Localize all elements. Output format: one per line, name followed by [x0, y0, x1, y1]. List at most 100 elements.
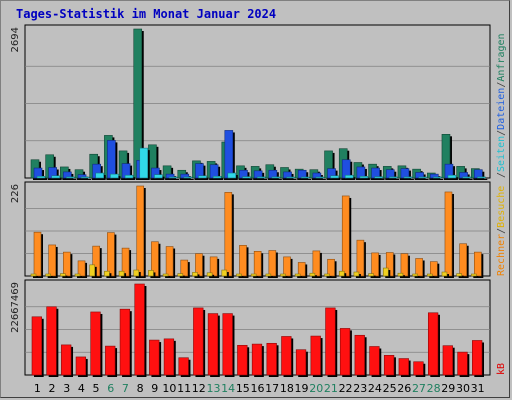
legend-entry: / — [496, 130, 507, 136]
bar-seiten-18 — [286, 176, 297, 180]
bar-seiten-27 — [418, 176, 429, 180]
bar-rechner-16 — [253, 251, 264, 278]
chart-title: Tages-Statistik im Monat Januar 2024 — [16, 7, 277, 21]
bar-kb-29 — [442, 345, 455, 377]
x-tick-label: 10 — [162, 382, 176, 395]
bar-seiten-30 — [462, 176, 473, 180]
bar-kb-30 — [457, 351, 470, 377]
bar-seiten-31 — [477, 176, 488, 180]
x-tick-label: 2 — [49, 382, 56, 395]
bar-rechner-29 — [444, 191, 454, 278]
bar-besuche-27 — [412, 273, 420, 278]
ymax-label-bottom: 22667469 — [10, 282, 21, 333]
legend-entry: / — [496, 82, 507, 88]
bar-besuche-16 — [250, 273, 259, 278]
bar-rechner-19 — [297, 262, 308, 278]
bar-seiten-17 — [271, 176, 282, 180]
bar-seiten-6 — [110, 173, 121, 180]
bar-seiten-21 — [330, 175, 341, 180]
bar-rechner-8 — [136, 185, 146, 278]
bar-rechner-18 — [283, 256, 293, 278]
x-tick-label: 26 — [397, 382, 411, 395]
bar-kb-23 — [354, 334, 367, 377]
x-tick-label: 22 — [339, 382, 353, 395]
x-tick-label: 1 — [34, 382, 41, 395]
x-tick-label: 4 — [78, 382, 85, 395]
bar-besuche-6 — [104, 270, 112, 278]
bar-rechner-1 — [33, 231, 43, 278]
legend-entry: / — [496, 172, 507, 178]
bar-besuche-28 — [426, 273, 435, 278]
bar-besuche-14 — [221, 269, 229, 278]
x-tick-label: 30 — [456, 382, 470, 395]
x-tick-label: 18 — [280, 382, 294, 395]
legend-entry: Anfragen — [496, 33, 507, 81]
bar-kb-4 — [75, 356, 88, 377]
x-tick-label: 11 — [177, 382, 191, 395]
x-tick-label: 3 — [63, 382, 70, 395]
x-tick-label: 9 — [151, 382, 158, 395]
bar-besuche-31 — [471, 273, 479, 278]
bar-kb-1 — [31, 316, 44, 377]
bar-besuche-3 — [60, 273, 68, 278]
x-tick-label: 20 — [309, 382, 323, 395]
bar-kb-28 — [427, 312, 440, 377]
bar-seiten-7 — [124, 174, 136, 180]
bar-seiten-23 — [359, 176, 370, 180]
x-tick-label: 16 — [251, 382, 265, 395]
bar-rechner-27 — [415, 258, 425, 278]
bar-seiten-13 — [212, 176, 224, 180]
bar-seiten-25 — [388, 176, 400, 180]
x-tick-label: 29 — [441, 382, 455, 395]
bar-kb-15 — [237, 344, 250, 377]
bar-rechner-28 — [429, 261, 440, 278]
bar-rechner-21 — [327, 258, 337, 278]
bar-rechner-14 — [224, 192, 234, 278]
bar-besuche-8 — [133, 269, 141, 278]
bar-besuche-4 — [74, 273, 83, 278]
bar-seiten-28 — [432, 176, 444, 180]
bar-kb-18 — [281, 336, 294, 377]
bar-besuche-7 — [118, 270, 127, 278]
bar-kb-24 — [369, 346, 382, 377]
x-tick-label: 17 — [265, 382, 279, 395]
bar-kb-25 — [383, 355, 396, 377]
bar-rechner-15 — [239, 245, 249, 278]
x-tick-label: 12 — [192, 382, 206, 395]
bar-besuche-30 — [456, 273, 464, 278]
bar-kb-26 — [398, 358, 411, 377]
x-tick-label: 28 — [427, 382, 441, 395]
bar-kb-22 — [339, 328, 352, 377]
bar-besuche-5 — [89, 264, 97, 278]
bar-kb-11 — [178, 357, 191, 377]
bar-seiten-5 — [95, 172, 106, 180]
bar-besuche-21 — [324, 273, 332, 278]
bar-besuche-20 — [309, 272, 317, 278]
bar-kb-7 — [119, 308, 132, 377]
legend-entry: Rechner — [496, 234, 507, 276]
bar-besuche-1 — [30, 273, 38, 278]
bar-besuche-25 — [382, 267, 391, 278]
bar-kb-16 — [251, 343, 264, 377]
x-tick-label: 23 — [353, 382, 367, 395]
bar-seiten-29 — [447, 174, 458, 180]
bar-rechner-22 — [341, 195, 352, 278]
bar-besuche-9 — [148, 270, 156, 278]
bar-rechner-30 — [459, 243, 469, 278]
bar-besuche-26 — [397, 272, 405, 278]
x-tick-label: 15 — [236, 382, 250, 395]
bar-seiten-20 — [315, 176, 326, 180]
bar-kb-27 — [413, 361, 426, 377]
legend-entry: Besuche — [496, 186, 507, 228]
bar-seiten-10 — [168, 176, 180, 180]
bar-rechner-4 — [77, 260, 88, 278]
bar-seiten-16 — [256, 176, 268, 180]
bar-besuche-15 — [236, 273, 244, 278]
x-tick-label: 5 — [93, 382, 100, 395]
bar-seiten-8 — [139, 147, 150, 180]
ymax-label-middle: 226 — [10, 184, 21, 203]
legend-entry: Dateien — [496, 88, 507, 130]
legend-top: /Seiten/Dateien/Anfragen — [496, 33, 507, 178]
panel-top — [24, 24, 491, 179]
